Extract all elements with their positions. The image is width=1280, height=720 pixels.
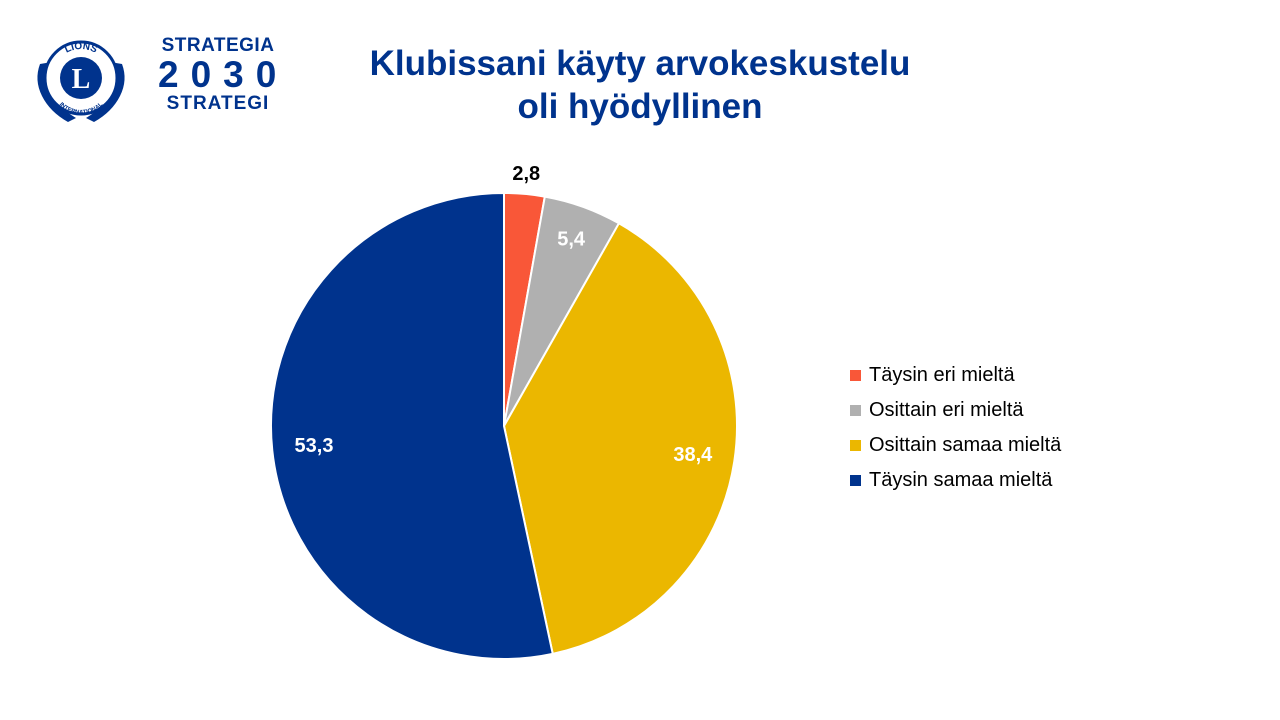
legend-item-osittain-eri: Osittain eri mieltä: [850, 393, 1061, 428]
legend-item-taysin-eri: Täysin eri mieltä: [850, 358, 1061, 393]
title-line-2: oli hyödyllinen: [517, 87, 763, 126]
chart-legend: Täysin eri mieltä Osittain eri mieltä Osit…: [850, 358, 1061, 498]
data-label-taysin-samaa: 53,3: [295, 435, 334, 457]
title-line-1: Klubissani käyty arvokeskustelu: [369, 44, 911, 83]
legend-item-osittain-samaa: Osittain samaa mieltä: [850, 428, 1061, 463]
data-label-taysin-eri: 2,8: [512, 163, 540, 185]
legend-label: Osittain eri mieltä: [869, 399, 1024, 421]
data-label-osittain-eri: 5,4: [557, 229, 586, 251]
legend-swatch: [850, 405, 861, 416]
strategy-wordmark: STRATEGIA 2030 STRATEGI: [148, 36, 288, 113]
strategy-year: 2030: [158, 54, 289, 95]
legend-label: Täysin eri mieltä: [869, 364, 1015, 386]
legend-swatch: [850, 370, 861, 381]
pie-slice-taysin-samaa: [269, 191, 554, 660]
data-label-osittain-samaa: 38,4: [673, 444, 713, 466]
page-title: Klubissani käyty arvokeskustelu oli hyöd…: [300, 42, 980, 128]
legend-label: Täysin samaa mieltä: [869, 469, 1053, 491]
lions-logo: L LIONS INTERNATIONAL: [37, 40, 125, 122]
lions-emblem-letter: L: [72, 64, 91, 95]
svg-text:LIONS: LIONS: [63, 41, 99, 56]
lions-emblem-top-text: LIONS: [63, 41, 99, 56]
legend-item-taysin-samaa: Täysin samaa mieltä: [850, 463, 1061, 498]
pie-slice-osittain-samaa: [502, 221, 738, 656]
logo-area: L LIONS INTERNATIONAL STRATEGIA 2030 STR…: [32, 34, 292, 126]
legend-swatch: [850, 475, 861, 486]
legend-swatch: [850, 440, 861, 451]
legend-label: Osittain samaa mieltä: [869, 434, 1062, 456]
strategy-line1: STRATEGIA: [161, 35, 275, 56]
strategy-line2: STRATEGI: [166, 93, 270, 114]
